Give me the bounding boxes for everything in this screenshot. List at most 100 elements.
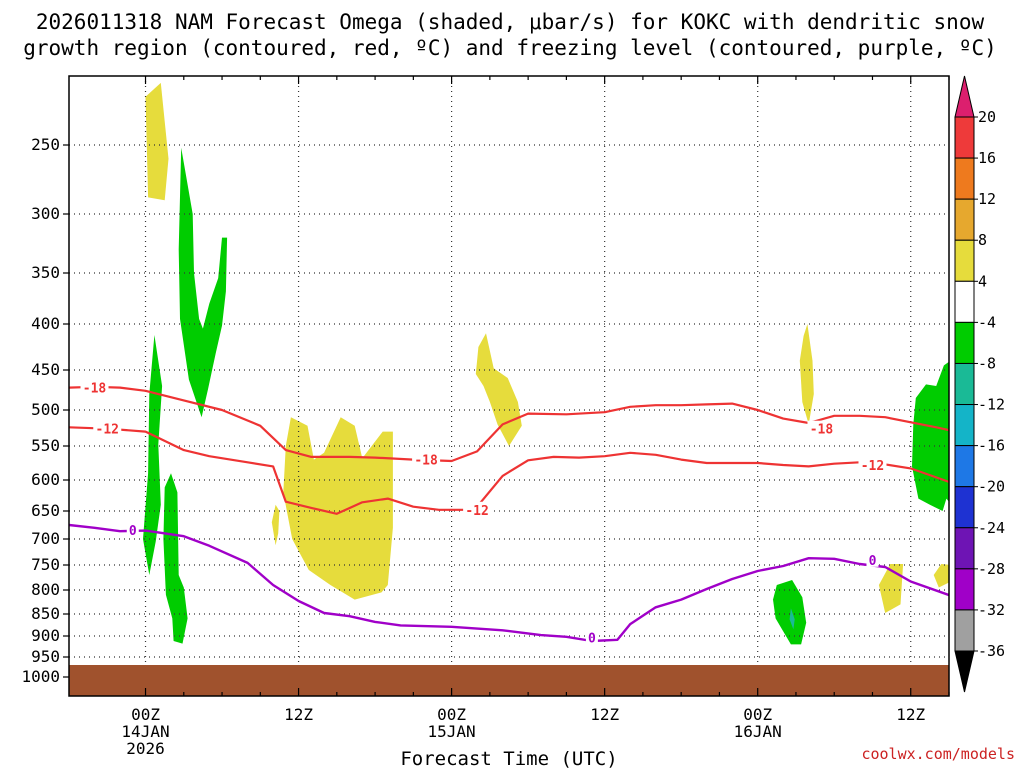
ground-surface: [69, 665, 949, 696]
y-tick-label: 1000: [21, 667, 60, 686]
colorbar-tick-label: -16: [978, 437, 1005, 455]
omega-shaded-region: [912, 361, 949, 511]
chart-title-line1: 2026011318 NAM Forecast Omega (shaded, μ…: [36, 10, 985, 34]
contour-label-background: [126, 522, 139, 538]
x-tick-label: 00Z: [131, 705, 160, 724]
y-tick-label: 250: [31, 135, 60, 154]
contour-label-background: [858, 457, 887, 473]
contour-label-background: [93, 420, 122, 436]
omega-shaded-region: [1017, 261, 1024, 614]
y-tick-label: 950: [31, 647, 60, 666]
colorbar-swatch: [954, 527, 975, 570]
temperature-contour-line: [69, 426, 949, 515]
colorbar-tick-label: 4: [978, 272, 987, 290]
colorbar-tick-label: -12: [978, 396, 1005, 414]
y-tick-label: 650: [31, 501, 60, 520]
omega-shaded-region: [271, 504, 280, 546]
colorbar-tick-label: -4: [978, 313, 996, 331]
x-tick-label: 2026: [126, 739, 165, 758]
omega-shaded-region: [145, 82, 169, 201]
omega-shaded-region: [773, 580, 807, 645]
colorbar-swatch: [954, 280, 975, 323]
colorbar-swatch: [954, 404, 975, 447]
contour-label-background: [866, 551, 879, 567]
x-axis: 00Z14JAN202612Z00Z15JAN12Z00Z16JAN12Z00Z…: [121, 76, 950, 758]
x-tick-label: 00Z: [743, 705, 772, 724]
colorbar-tick-label: 16: [978, 149, 996, 167]
colorbar-tick-label: -20: [978, 478, 1005, 496]
colorbar-swatch: [954, 198, 975, 241]
colorbar-swatch: [954, 609, 975, 652]
y-tick-label: 800: [31, 580, 60, 599]
colorbar-tick-label: -36: [978, 642, 1005, 660]
colorbar: 20 16 12 8 4 -4 -8 -12 -16 -20 -24 -28 -32 -36: [954, 75, 1005, 693]
contour-label: -12: [861, 459, 884, 474]
colorbar-tick-label: -24: [978, 519, 1005, 537]
colorbar-tick-label: -8: [978, 354, 996, 372]
colorbar-tick-label: 20: [978, 108, 996, 126]
colorbar-swatch: [954, 157, 975, 200]
colorbar-swatch: [954, 116, 975, 159]
contour-label: -18: [810, 423, 834, 438]
plot-frame: [68, 75, 950, 697]
contour-label: 0: [869, 554, 877, 569]
contour-label: 0: [588, 631, 596, 646]
gridlines: [69, 76, 949, 696]
colorbar-tick-label: -28: [978, 560, 1005, 578]
y-tick-label: 900: [31, 626, 60, 645]
contour-label: -18: [414, 454, 438, 469]
colorbar-swatch: [954, 239, 975, 282]
colorbar-tick-label: -32: [978, 601, 1005, 619]
colorbar-swatch: [954, 568, 975, 611]
contour-label-background: [463, 501, 492, 517]
contour-label: -12: [96, 423, 119, 438]
chart-title-line2: growth region (contoured, red, ºC) and f…: [23, 36, 997, 60]
contour-label-background: [80, 379, 109, 395]
colorbar-tick-label: 8: [978, 231, 987, 249]
omega-shading: [143, 82, 1024, 645]
contour-label: 0: [129, 524, 137, 539]
omega-shaded-region: [143, 335, 163, 575]
omega-shaded-region: [178, 147, 228, 418]
ground-layer: [69, 665, 949, 696]
colorbar-swatch: [954, 362, 975, 406]
colorbar-tick-label: 12: [978, 190, 996, 208]
credit-text: coolwx.com/models: [861, 745, 1015, 763]
omega-shaded-region: [475, 333, 522, 446]
x-tick-label: 12Z: [896, 705, 925, 724]
contour-label-background: [807, 420, 836, 436]
y-axis: 250 300 350 400 450 500 550 600 650 700 750 800 850 9…: [21, 135, 69, 686]
omega-shaded-region: [283, 417, 393, 600]
colorbar-swatch: [954, 486, 975, 529]
x-tick-label: 12Z: [590, 705, 619, 724]
y-tick-label: 600: [31, 470, 60, 489]
y-tick-label: 700: [31, 529, 60, 548]
colorbar-min-arrow: [954, 650, 975, 693]
omega-shaded-region: [789, 608, 795, 630]
colorbar-swatch: [954, 445, 975, 488]
contour-label: -12: [465, 504, 488, 519]
omega-shaded-region: [878, 564, 904, 613]
x-tick-label: 14JAN: [121, 722, 169, 741]
y-tick-label: 450: [31, 360, 60, 379]
x-tick-label: 12Z: [284, 705, 313, 724]
y-tick-label: 850: [31, 604, 60, 623]
x-tick-label: 15JAN: [428, 722, 476, 741]
y-tick-label: 300: [31, 204, 60, 223]
y-tick-label: 750: [31, 555, 60, 574]
colorbar-max-arrow: [954, 75, 975, 118]
y-tick-label: 350: [31, 263, 60, 282]
y-tick-label: 500: [31, 400, 60, 419]
omega-shaded-region: [163, 473, 188, 644]
x-tick-label: 16JAN: [734, 722, 782, 741]
contours: [69, 385, 949, 643]
y-tick-label: 550: [31, 436, 60, 455]
x-tick-label: 00Z: [437, 705, 466, 724]
colorbar-swatch: [954, 321, 975, 364]
omega-shaded-region: [933, 564, 949, 588]
contour-label: -18: [83, 382, 107, 397]
contour-labels: -18-12-18-12-18-120000: [80, 379, 887, 646]
contour-label-background: [585, 629, 598, 645]
